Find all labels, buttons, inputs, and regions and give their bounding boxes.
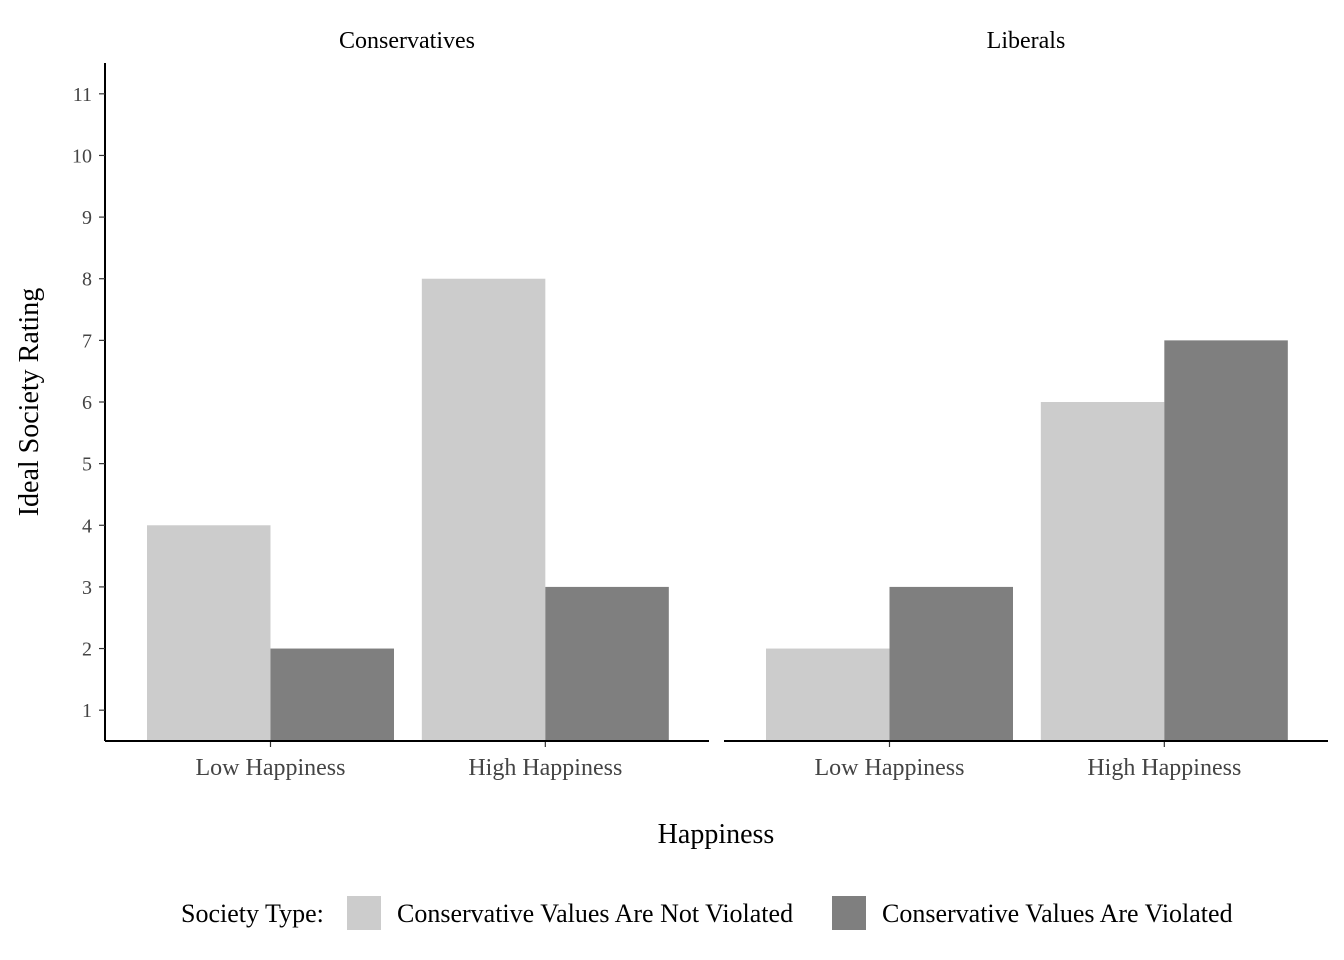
x-tick-label: High Happiness — [1087, 755, 1241, 781]
facet-panel-1: Liberals Low Happiness High Happiness — [724, 28, 1328, 781]
legend-swatch — [347, 896, 381, 930]
legend: Society Type: Conservative Values Are Not… — [181, 896, 1233, 930]
facet-title: Liberals — [987, 28, 1066, 54]
bar — [421, 278, 546, 741]
bar — [270, 648, 394, 741]
bar — [1040, 402, 1165, 741]
y-tick-label: 1 — [82, 700, 92, 722]
facet-title: Conservatives — [339, 28, 475, 54]
legend-entry-label: Conservative Values Are Violated — [882, 899, 1233, 928]
bar — [146, 525, 271, 741]
y-tick-label: 4 — [82, 515, 92, 537]
y-tick-label: 3 — [82, 577, 92, 599]
legend-swatch — [832, 896, 866, 930]
chart-panels: Conservatives Low Happiness High Happiness… — [72, 28, 1328, 781]
x-tick-label: Low Happiness — [815, 755, 965, 781]
y-axis-title: Ideal Society Rating — [14, 288, 45, 517]
y-tick-label: 2 — [82, 639, 92, 661]
legend-title: Society Type: — [181, 899, 324, 928]
y-tick-label: 10 — [72, 145, 92, 167]
y-tick-label: 7 — [82, 330, 92, 352]
x-tick-label: High Happiness — [468, 755, 622, 781]
y-tick-label: 9 — [82, 207, 92, 229]
facet-panel-0: Conservatives Low Happiness High Happiness… — [72, 28, 709, 781]
y-tick-label: 5 — [82, 454, 92, 476]
x-axis-title: Happiness — [658, 819, 775, 850]
y-tick-label: 8 — [82, 269, 92, 291]
bar — [889, 586, 1013, 741]
x-tick-label: Low Happiness — [196, 755, 346, 781]
bar — [545, 586, 669, 741]
legend-entry-label: Conservative Values Are Not Violated — [397, 899, 793, 928]
bar — [765, 648, 890, 741]
bar — [1164, 340, 1288, 741]
y-tick-label: 11 — [73, 84, 92, 106]
y-tick-label: 6 — [82, 392, 92, 414]
